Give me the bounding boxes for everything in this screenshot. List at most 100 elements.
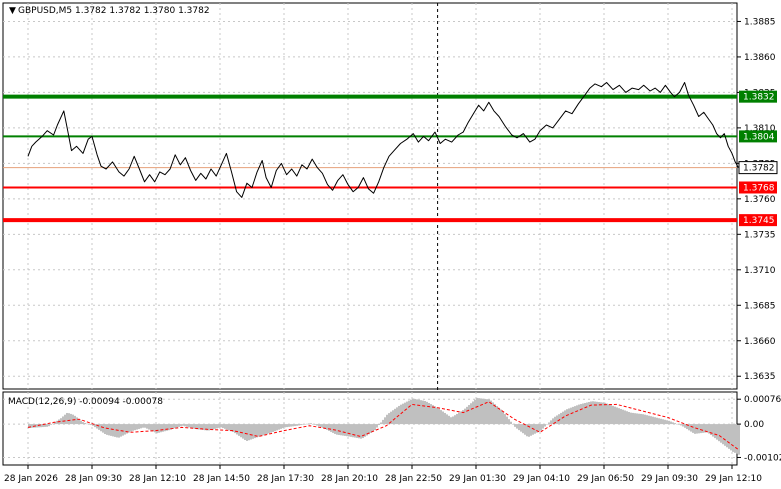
macd-histogram-bar bbox=[258, 424, 260, 437]
macd-histogram-bar bbox=[342, 424, 344, 436]
macd-histogram-bar bbox=[712, 424, 714, 437]
macd-histogram-bar bbox=[718, 424, 720, 442]
macd-histogram-bar bbox=[724, 424, 726, 446]
macd-histogram-bar bbox=[114, 424, 116, 437]
macd-histogram-bar bbox=[488, 399, 490, 425]
macd-histogram-bar bbox=[196, 424, 198, 430]
macd-histogram-bar bbox=[580, 404, 582, 425]
price-panel[interactable]: 1.38851.38601.38351.38101.37851.37601.37… bbox=[2, 2, 778, 465]
macd-histogram-bar bbox=[146, 424, 148, 429]
macd-histogram-bar bbox=[216, 424, 218, 429]
price-tick-label: 1.3735 bbox=[744, 230, 776, 240]
macd-histogram-bar bbox=[222, 424, 224, 429]
macd-histogram-bar bbox=[246, 424, 248, 441]
macd-histogram-bar bbox=[688, 424, 690, 431]
macd-histogram-bar bbox=[184, 424, 186, 427]
macd-histogram-bar bbox=[588, 401, 590, 425]
macd-histogram-bar bbox=[178, 424, 180, 427]
macd-histogram-bar bbox=[244, 424, 246, 440]
macd-histogram-bar bbox=[358, 424, 360, 439]
macd-histogram-bar bbox=[236, 424, 238, 435]
price-tick-label: 1.3635 bbox=[744, 372, 776, 382]
macd-histogram-bar bbox=[370, 424, 372, 433]
macd-histogram-bar bbox=[510, 421, 512, 425]
macd-histogram-bar bbox=[630, 412, 632, 425]
time-tick-label: 28 Jan 17:30 bbox=[257, 474, 314, 484]
macd-histogram-bar bbox=[530, 424, 532, 436]
macd-histogram-bar bbox=[356, 424, 358, 438]
macd-histogram-bar bbox=[298, 424, 300, 426]
macd-histogram-bar bbox=[122, 424, 124, 436]
macd-histogram-bar bbox=[528, 424, 530, 437]
macd-histogram-bar bbox=[138, 424, 140, 429]
macd-histogram-bar bbox=[270, 424, 272, 433]
macd-histogram-bar bbox=[714, 424, 716, 439]
macd-histogram-bar bbox=[408, 400, 410, 425]
macd-histogram-bar bbox=[680, 424, 682, 426]
level-label-text: 1.3745 bbox=[743, 216, 775, 226]
macd-histogram-bar bbox=[736, 424, 738, 454]
macd-histogram-bar bbox=[84, 422, 86, 425]
macd-histogram-bar bbox=[116, 424, 118, 438]
macd-histogram-bar bbox=[478, 398, 480, 425]
macd-histogram-bar bbox=[536, 424, 538, 433]
macd-histogram-bar bbox=[576, 405, 578, 425]
macd-histogram-bar bbox=[514, 424, 516, 427]
level-label-text: 1.3768 bbox=[743, 183, 775, 193]
macd-histogram-bar bbox=[460, 411, 462, 425]
macd-panel[interactable]: 0.00076 0.00 -0.00102 MACD(12,26,9) -0.000… bbox=[2, 391, 781, 466]
macd-histogram-bar bbox=[206, 424, 208, 431]
macd-histogram-bar bbox=[276, 424, 278, 431]
macd-histogram-bar bbox=[598, 402, 600, 425]
macd-histogram-bar bbox=[28, 424, 30, 429]
macd-histogram-bar bbox=[368, 424, 370, 435]
macd-histogram-bar bbox=[636, 413, 638, 425]
macd-histogram-bar bbox=[470, 403, 472, 425]
macd-histogram-bar bbox=[600, 402, 602, 425]
macd-histogram-bar bbox=[76, 417, 78, 425]
macd-histogram-bar bbox=[92, 424, 94, 426]
time-tick-label: 28 Jan 22:50 bbox=[385, 474, 442, 484]
macd-histogram-bar bbox=[308, 423, 310, 425]
macd-histogram-bar bbox=[296, 424, 298, 426]
macd-histogram-bar bbox=[648, 415, 650, 425]
macd-histogram-bar bbox=[124, 424, 126, 435]
macd-histogram-bar bbox=[226, 424, 228, 430]
level-label-box bbox=[739, 130, 777, 143]
macd-histogram-bar bbox=[302, 424, 304, 425]
price-tick-label: 1.3685 bbox=[744, 301, 776, 311]
macd-histogram-bar bbox=[728, 424, 730, 449]
price-grid bbox=[3, 3, 737, 465]
macd-histogram-bar bbox=[438, 408, 440, 425]
macd-histogram-bar bbox=[692, 424, 694, 433]
macd-histogram-bar bbox=[464, 408, 466, 425]
macd-histogram-bar bbox=[374, 424, 376, 431]
macd-histogram-bar bbox=[306, 423, 308, 425]
macd-histogram-bar bbox=[524, 424, 526, 435]
macd-histogram-bar bbox=[384, 417, 386, 425]
macd-histogram-bar bbox=[136, 424, 138, 430]
macd-histogram-bar bbox=[698, 424, 700, 434]
macd-histogram-bar bbox=[262, 424, 264, 436]
time-tick-label: 28 Jan 12:10 bbox=[129, 474, 186, 484]
macd-histogram-bar bbox=[168, 424, 170, 431]
macd-histogram-bar bbox=[328, 424, 330, 431]
macd-histogram-bar bbox=[638, 413, 640, 425]
macd-histogram-bar bbox=[390, 411, 392, 425]
macd-histogram-bar bbox=[602, 402, 604, 425]
macd-histogram-bar bbox=[140, 424, 142, 429]
macd-histogram-bar bbox=[88, 424, 90, 425]
time-tick-label: 29 Jan 12:10 bbox=[705, 474, 762, 484]
macd-histogram-bar bbox=[52, 423, 54, 425]
macd-histogram-bar bbox=[500, 409, 502, 425]
macd-histogram-bar bbox=[190, 424, 192, 428]
macd-histogram-bar bbox=[62, 416, 64, 425]
macd-histogram-bar bbox=[126, 424, 128, 434]
macd-histogram-bar bbox=[482, 398, 484, 425]
macd-histogram-bar bbox=[102, 424, 104, 433]
macd-signal-line bbox=[27, 401, 739, 451]
macd-histogram-bar bbox=[238, 424, 240, 436]
macd-histogram-bar bbox=[430, 404, 432, 425]
macd-histogram-bar bbox=[620, 408, 622, 425]
